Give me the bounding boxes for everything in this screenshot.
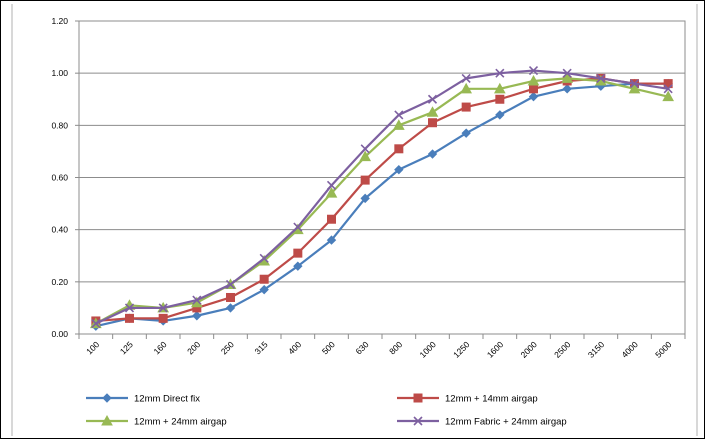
- series-line: [95, 69, 669, 325]
- y-tick-label: 0.20: [51, 277, 68, 287]
- data-point: [662, 90, 675, 102]
- data-point: [293, 222, 303, 232]
- data-point: [428, 118, 437, 128]
- series-layer: [89, 65, 675, 331]
- data-point: [663, 84, 673, 94]
- y-tick-label: 0.60: [51, 173, 68, 183]
- data-point: [326, 235, 337, 245]
- data-point: [495, 94, 505, 104]
- data-point: [192, 295, 202, 305]
- legend: 12mm Direct fix 12mm + 14mm airgap 12mm + …: [86, 393, 567, 428]
- legend-item: 12mm Fabric + 24mm airgap: [397, 416, 567, 428]
- data-point: [527, 74, 540, 86]
- data-point: [426, 106, 439, 117]
- data-point: [427, 149, 438, 159]
- data-point: [360, 193, 370, 204]
- y-tick-label: 1.20: [51, 16, 68, 26]
- data-point: [394, 144, 404, 154]
- legend-label: 12mm + 24mm airgap: [134, 417, 227, 428]
- data-point: [413, 416, 423, 426]
- data-point: [562, 68, 572, 78]
- series-4: [91, 65, 673, 329]
- data-point: [225, 279, 236, 290]
- data-point: [326, 180, 337, 190]
- legend-item: 12mm + 14mm airgap: [397, 393, 538, 405]
- legend-label: 12mm + 14mm airgap: [445, 394, 538, 405]
- data-point: [101, 414, 113, 426]
- data-point: [493, 82, 506, 94]
- data-point: [461, 102, 471, 112]
- data-point: [226, 292, 235, 302]
- y-tick-label: 0.40: [51, 225, 68, 235]
- data-point: [327, 214, 336, 224]
- data-point: [629, 79, 640, 89]
- data-point: [460, 82, 473, 94]
- series-line: [95, 77, 669, 325]
- data-point: [394, 110, 404, 120]
- y-tick-label: 1.00: [51, 68, 68, 78]
- data-point: [562, 84, 572, 94]
- legend-label: 12mm Direct fix: [134, 394, 200, 405]
- data-point: [413, 393, 423, 403]
- legend-item: 12mm Direct fix: [86, 393, 200, 405]
- series-line: [95, 77, 669, 323]
- data-point: [461, 128, 471, 138]
- data-point: [561, 72, 574, 83]
- data-point: [225, 303, 236, 313]
- data-point: [259, 274, 269, 284]
- series-line: [95, 82, 669, 328]
- legend-label: 12mm Fabric + 24mm airgap: [445, 417, 567, 428]
- legend-item: 12mm + 24mm airgap: [86, 414, 227, 428]
- data-point: [528, 91, 539, 102]
- data-point: [495, 110, 505, 120]
- data-point: [528, 65, 539, 76]
- data-point: [392, 119, 405, 130]
- data-point: [461, 73, 471, 83]
- data-point: [259, 284, 269, 295]
- data-point: [158, 303, 168, 313]
- data-point: [596, 73, 606, 83]
- data-point: [192, 311, 202, 321]
- data-point: [663, 79, 673, 89]
- data-point: [91, 319, 101, 329]
- data-point: [158, 313, 168, 323]
- data-point: [394, 164, 404, 175]
- data-point: [359, 150, 372, 162]
- data-point: [124, 303, 135, 313]
- data-point: [360, 144, 370, 154]
- y-tick-label: 0.00: [51, 329, 68, 339]
- y-tick-label: 0.80: [51, 120, 68, 130]
- data-point: [102, 393, 112, 403]
- data-point: [325, 187, 338, 198]
- data-point: [495, 68, 505, 78]
- data-point: [529, 84, 538, 94]
- data-point: [628, 82, 641, 94]
- data-point: [360, 175, 370, 185]
- data-point: [259, 253, 269, 263]
- data-point: [427, 94, 438, 104]
- data-point: [293, 261, 303, 271]
- data-point: [293, 248, 303, 258]
- data-point: [125, 313, 134, 323]
